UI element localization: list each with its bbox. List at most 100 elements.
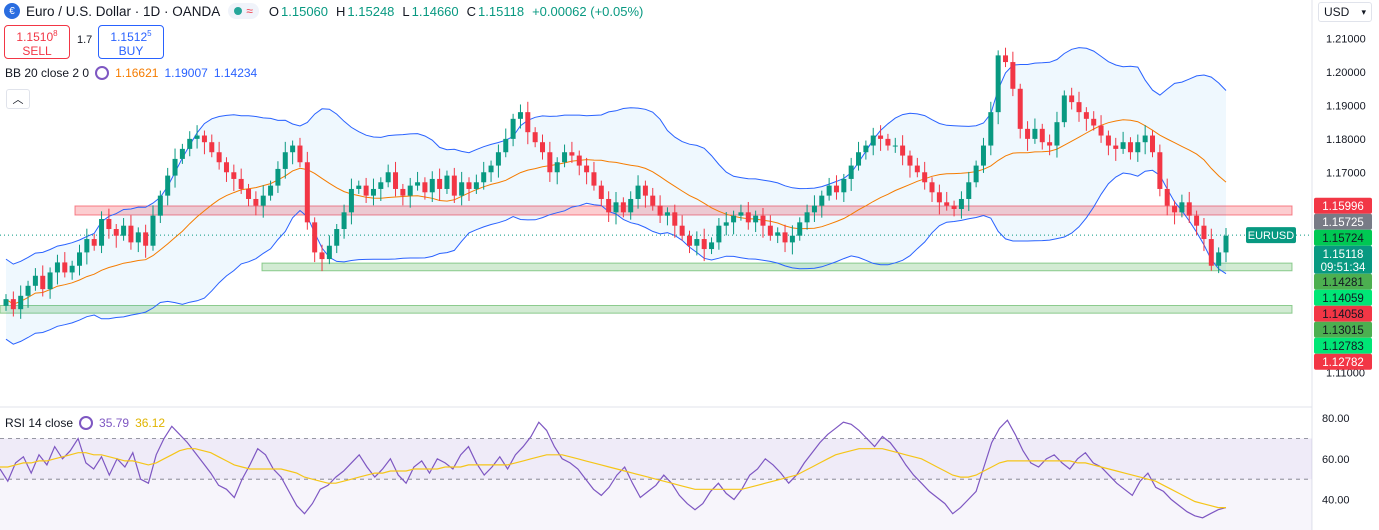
candle-body — [128, 225, 134, 243]
candle-body — [1223, 235, 1229, 253]
price-tick-label: 1.20000 — [1326, 67, 1366, 79]
candle-body — [1157, 152, 1163, 189]
candle-body — [973, 165, 979, 183]
candle-body — [268, 185, 274, 196]
candle-body — [1216, 252, 1222, 266]
candle-body — [914, 165, 920, 173]
bb-label: BB 20 close 2 0 — [5, 66, 90, 80]
candle-body — [540, 142, 546, 153]
price-label-text: 1.14059 — [1322, 293, 1364, 305]
price-label-box — [1314, 305, 1372, 322]
candle-body — [106, 219, 112, 230]
collapse-indicators-button[interactable]: ︿ — [6, 89, 30, 109]
candle-body — [1113, 145, 1119, 149]
rsi-indicator-legend[interactable]: RSI 14 close 35.79 36.12 — [5, 416, 165, 430]
candle-body — [1039, 128, 1045, 143]
rsi-value: 35.79 — [99, 416, 130, 430]
candle-body — [936, 192, 942, 203]
price-label-box — [1314, 197, 1372, 214]
price-tick-label: 1.17000 — [1326, 167, 1366, 179]
candle-body — [1127, 142, 1133, 153]
candle-body — [326, 245, 332, 260]
change-value: +0.00062 (+0.05%) — [532, 3, 644, 19]
bb-upper-value: 1.19007 — [164, 66, 208, 80]
rsi-settings-cycle-icon[interactable] — [79, 416, 94, 430]
candle-body — [1047, 142, 1053, 146]
price-label-box — [1314, 289, 1372, 306]
candle-body — [569, 152, 575, 156]
candle-body — [165, 175, 171, 196]
candle-body — [966, 182, 972, 199]
candle-body — [576, 155, 582, 166]
candle-body — [1150, 135, 1156, 153]
candle-body — [554, 162, 560, 173]
low-label: L — [402, 3, 410, 19]
market-status-pill[interactable]: ≈ — [228, 3, 259, 19]
candle-body — [334, 229, 340, 246]
candle-body — [356, 185, 362, 189]
candle-body — [282, 152, 288, 169]
price-label-text: 1.14058 — [1322, 309, 1364, 321]
close-value: 1.15118 — [478, 3, 525, 19]
candle-body — [782, 232, 788, 243]
candle-body — [738, 212, 744, 216]
candle-body — [473, 182, 479, 189]
candle-body — [745, 212, 751, 223]
candle-body — [1025, 128, 1031, 139]
candle-body — [642, 185, 648, 196]
candle-body — [1083, 112, 1089, 119]
candle-body — [201, 135, 207, 143]
zone-rect — [74, 205, 1293, 216]
candle-body — [422, 182, 428, 193]
candle-body — [525, 112, 531, 133]
candle-body — [1164, 188, 1170, 206]
symbol-title[interactable]: Euro / U.S. Dollar · 1D · OANDA — [26, 3, 221, 19]
candle-body — [929, 182, 935, 193]
candle-body — [135, 232, 141, 243]
candle-body — [547, 152, 553, 173]
candle-body — [664, 212, 670, 216]
price-label-text: 1.12782 — [1322, 357, 1364, 369]
candle-body — [47, 272, 53, 290]
candle-body — [437, 178, 443, 189]
candle-body — [1179, 202, 1185, 213]
candle-body — [341, 212, 347, 230]
candle-body — [980, 145, 986, 166]
candle-body — [797, 222, 803, 236]
candle-body — [216, 152, 222, 163]
candle-body — [1172, 205, 1178, 213]
bb-settings-cycle-icon[interactable] — [95, 66, 110, 80]
candle-body — [562, 152, 568, 163]
candle-body — [290, 145, 296, 153]
candle-body — [1017, 88, 1023, 129]
rsi-line — [0, 419, 1227, 519]
currency-select[interactable]: USD ▾ — [1318, 2, 1372, 22]
bb-indicator-legend[interactable]: BB 20 close 2 0 1.16621 1.19007 1.14234 — [5, 66, 257, 80]
candle-body — [25, 285, 31, 296]
candle-body — [378, 182, 384, 189]
candle-body — [187, 138, 193, 149]
sell-button[interactable]: 1.15108 SELL — [4, 25, 70, 59]
buy-button[interactable]: 1.15125 BUY — [98, 25, 164, 59]
candle-body — [922, 172, 928, 183]
euro-logo-icon: € — [4, 3, 20, 19]
candle-body — [10, 299, 16, 310]
candle-body — [907, 155, 913, 166]
candle-body — [32, 275, 38, 286]
candle-body — [223, 162, 229, 173]
candle-body — [856, 152, 862, 166]
candle-body — [209, 142, 215, 153]
candle-body — [429, 178, 435, 193]
rsi-label: RSI 14 close — [5, 416, 74, 430]
price-label-text: 1.15725 — [1322, 217, 1364, 229]
price-tick-label: 1.21000 — [1326, 34, 1366, 46]
candle-body — [620, 202, 626, 213]
candle-body — [841, 178, 847, 193]
open-value: 1.15060 — [281, 3, 329, 19]
candle-body — [150, 215, 156, 246]
rsi-tick-label: 60.00 — [1322, 454, 1350, 466]
candle-body — [1201, 225, 1207, 240]
rsi-tick-label: 40.00 — [1322, 495, 1350, 507]
spread-value: 1.7 — [77, 34, 93, 46]
